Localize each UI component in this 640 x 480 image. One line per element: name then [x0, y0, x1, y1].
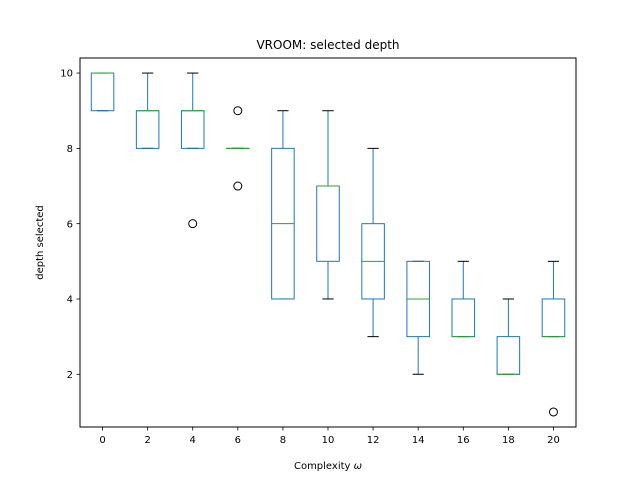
x-axis-ticks: 0 2 4 6 8 10 12 14 16 18 20	[99, 427, 560, 446]
box-group	[361, 147, 385, 338]
x-tick-label: 20	[547, 435, 560, 446]
x-tick-label: 18	[502, 435, 515, 446]
box-group	[271, 110, 295, 300]
box-group	[135, 72, 160, 149]
y-tick-label: 6	[67, 219, 73, 230]
box-group	[496, 298, 521, 375]
y-tick-label: 4	[67, 295, 73, 306]
outlier-point	[188, 219, 198, 229]
x-tick-label: 0	[99, 435, 105, 446]
x-tick-label: 4	[190, 435, 196, 446]
chart-title: VROOM: selected depth	[256, 38, 399, 52]
outlier-point	[233, 106, 243, 116]
box-group	[316, 110, 340, 300]
box-group	[451, 260, 476, 338]
x-tick-label: 14	[412, 435, 425, 446]
box-group	[180, 72, 205, 229]
x-axis-label-text: Complexity	[294, 461, 351, 472]
outlier-point	[233, 181, 243, 191]
x-tick-label: 16	[457, 435, 470, 446]
x-axis-label-symbol: ω	[354, 461, 362, 472]
box-group	[90, 72, 115, 112]
box-group	[541, 260, 566, 417]
outlier-point	[548, 407, 558, 417]
x-tick-label: 2	[144, 435, 150, 446]
y-axis-ticks: 2 4 6 8 10	[60, 69, 80, 381]
x-axis-label: Complexity ω	[294, 461, 362, 472]
box-group	[406, 260, 430, 375]
boxes-layer	[90, 72, 566, 417]
x-tick-label: 8	[280, 435, 286, 446]
x-tick-label: 10	[322, 435, 335, 446]
y-axis-label: depth selected	[35, 205, 46, 280]
x-tick-label: 6	[235, 435, 241, 446]
y-tick-label: 10	[60, 69, 73, 80]
y-tick-label: 8	[67, 144, 73, 155]
y-tick-label: 2	[67, 370, 73, 381]
x-tick-label: 12	[367, 435, 380, 446]
box-group	[226, 106, 250, 191]
